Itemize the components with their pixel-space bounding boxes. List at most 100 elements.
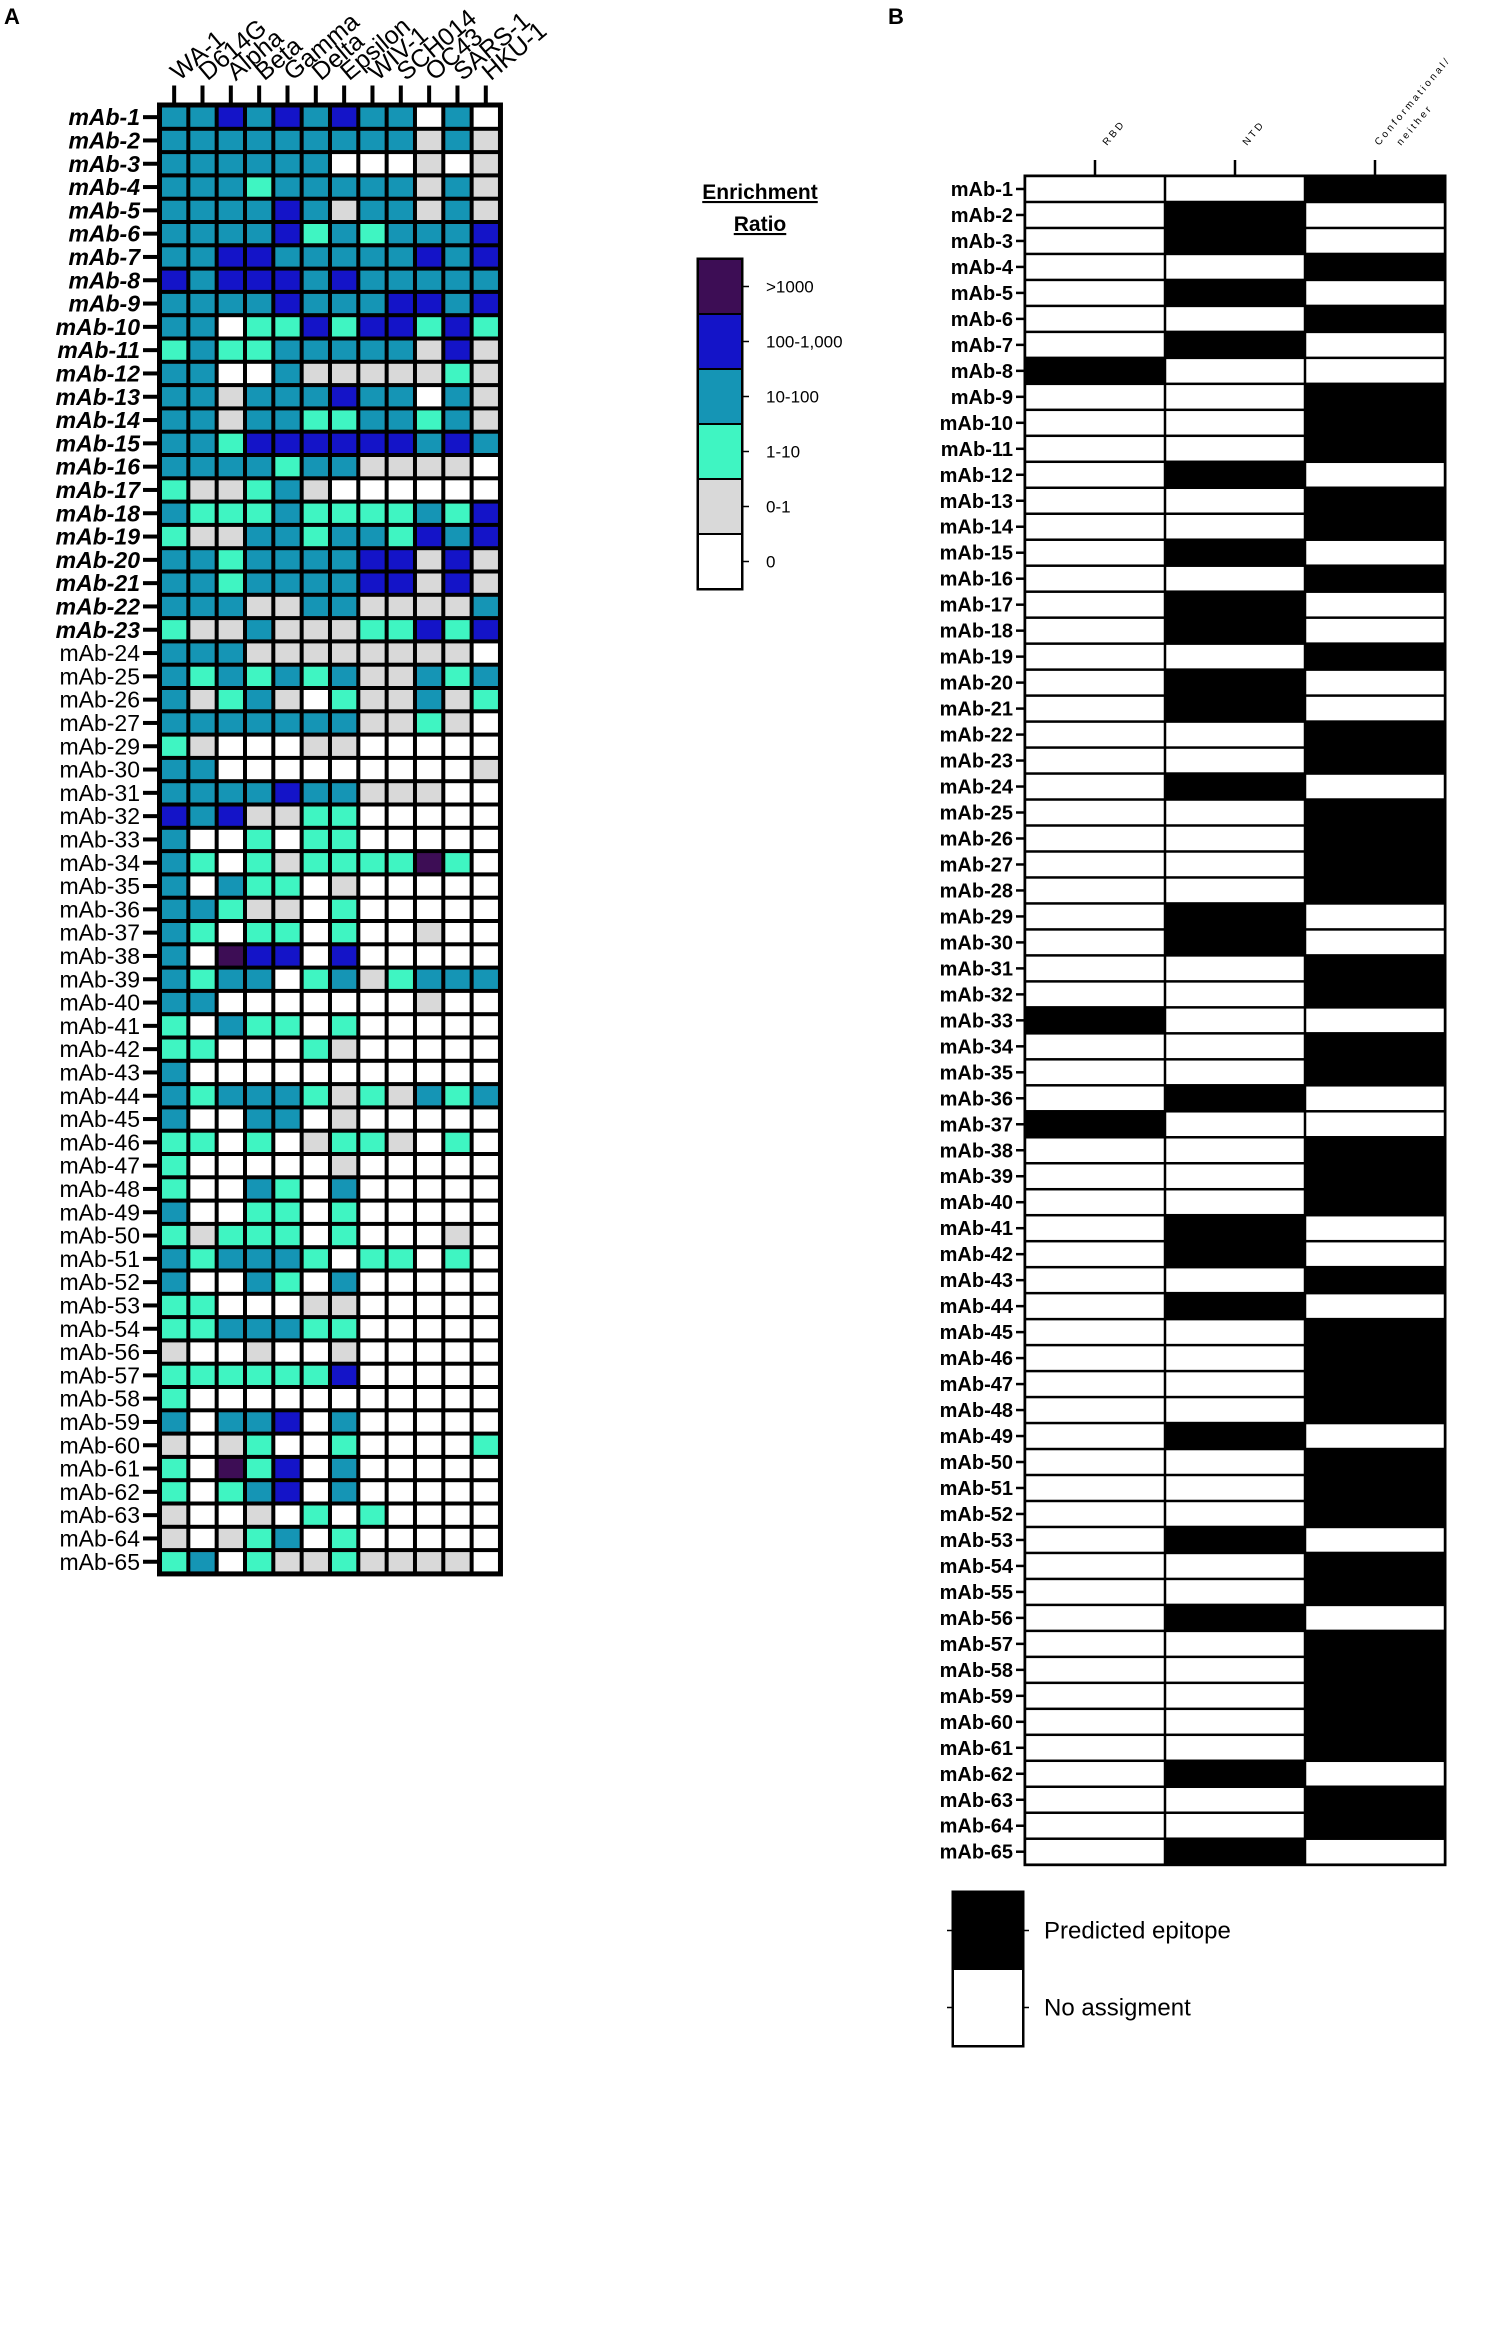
heatmap-a-cell xyxy=(445,293,470,314)
heatmap-a-cell xyxy=(162,759,187,780)
heatmap-b-cell xyxy=(1166,1528,1304,1552)
heatmap-a-cell xyxy=(303,410,328,430)
heatmap-b-cell xyxy=(1166,826,1304,851)
heatmap-a-cell xyxy=(473,946,498,966)
heatmap-a-cell xyxy=(416,1225,442,1246)
heatmap-a-cell xyxy=(246,969,272,989)
heatmap-b-cell xyxy=(1166,1346,1304,1370)
heatmap-b-cell xyxy=(1306,1450,1444,1474)
heatmap-b-cell xyxy=(1026,1190,1164,1214)
heatmap-a-cell xyxy=(162,1482,187,1502)
heatmap-a-cell xyxy=(416,1249,442,1269)
heatmap-a-cell xyxy=(445,1412,470,1432)
heatmap-a-cell xyxy=(275,1342,300,1362)
heatmap-a-cell xyxy=(246,526,272,547)
heatmap-a-cell xyxy=(246,1039,272,1059)
heatmap-a-cell xyxy=(416,1482,442,1502)
heatmap-a-cell xyxy=(190,107,215,127)
heatmap-a-cell xyxy=(445,1552,470,1572)
heatmap-a-cell xyxy=(445,200,470,220)
row-label: mAb-22 xyxy=(940,725,1013,747)
heatmap-a-cell xyxy=(445,853,470,873)
heatmap-a-cell xyxy=(303,969,328,989)
heatmap-a-cell xyxy=(190,340,215,360)
heatmap-a-cell xyxy=(416,946,442,966)
row-label: mAb-12 xyxy=(940,465,1013,487)
heatmap-b-cell xyxy=(1306,1476,1444,1500)
heatmap-b-cell xyxy=(1306,281,1444,305)
legend-label: 0 xyxy=(766,553,775,572)
heatmap-a-cell xyxy=(331,806,357,826)
heatmap-a-cell xyxy=(388,1482,413,1502)
heatmap-a-cell xyxy=(445,107,470,127)
heatmap-a-cell xyxy=(246,736,272,756)
heatmap-a-cell xyxy=(275,573,300,593)
heatmap-b-cell xyxy=(1026,1138,1164,1162)
heatmap-a-cell xyxy=(162,154,187,174)
row-label: mAb-59 xyxy=(940,1686,1013,1708)
panel-a-label: A xyxy=(4,4,20,29)
heatmap-a-cell xyxy=(218,806,243,826)
heatmap-b-cell xyxy=(1166,670,1304,695)
heatmap-a-cell xyxy=(190,480,215,500)
heatmap-a-cell xyxy=(246,666,272,686)
row-label: mAb-30 xyxy=(59,757,140,783)
heatmap-a-cell xyxy=(360,969,385,989)
heatmap-a-cell xyxy=(360,666,385,686)
heatmap-a-cell xyxy=(473,1109,498,1129)
heatmap-a-cell xyxy=(331,433,357,453)
heatmap-b-cell xyxy=(1166,1268,1304,1292)
heatmap-a-cell xyxy=(246,1179,272,1199)
heatmap-a-cell xyxy=(388,1272,413,1292)
heatmap-a-cell xyxy=(246,643,272,663)
heatmap-a-cell xyxy=(162,1528,187,1549)
heatmap-a-cell xyxy=(162,620,187,640)
row-label: mAb-47 xyxy=(940,1374,1013,1396)
heatmap-a-cell xyxy=(445,1319,470,1339)
heatmap-b-cell xyxy=(1026,1476,1164,1500)
heatmap-a-cell xyxy=(473,992,498,1013)
heatmap-a-cell xyxy=(360,899,385,919)
heatmap-a-cell xyxy=(445,1272,470,1292)
heatmap-a-cell xyxy=(246,1249,272,1269)
heatmap-a-cell xyxy=(473,806,498,826)
heatmap-a-cell xyxy=(473,573,498,593)
heatmap-a-cell xyxy=(246,410,272,430)
heatmap-a-cell xyxy=(388,969,413,989)
heatmap-a-cell xyxy=(190,224,215,244)
row-label: mAb-26 xyxy=(59,687,140,713)
heatmap-a-cell xyxy=(303,783,328,803)
heatmap-a-cell xyxy=(303,387,328,407)
heatmap-a-cell xyxy=(275,1505,300,1525)
heatmap-a-cell xyxy=(190,1062,215,1083)
row-label: mAb-53 xyxy=(940,1530,1013,1552)
heatmap-a-cell xyxy=(246,992,272,1013)
heatmap-a-cell xyxy=(190,946,215,966)
heatmap-a-cell xyxy=(275,1086,300,1106)
heatmap-a-cell xyxy=(275,107,300,127)
heatmap-a-cell xyxy=(473,387,498,407)
row-label: mAb-26 xyxy=(940,828,1013,850)
heatmap-a-cell xyxy=(360,1225,385,1246)
heatmap-a-cell xyxy=(190,1319,215,1339)
heatmap-a-cell xyxy=(360,876,385,896)
heatmap-a-cell xyxy=(275,317,300,337)
heatmap-a-cell xyxy=(218,177,243,197)
heatmap-a-cell xyxy=(246,806,272,826)
heatmap-b-cell xyxy=(1026,281,1164,305)
heatmap-a-cell xyxy=(360,154,385,174)
heatmap-a-cell xyxy=(388,177,413,197)
heatmap-a-cell xyxy=(360,1295,385,1316)
heatmap-b-cell xyxy=(1306,203,1444,227)
heatmap-a-cell xyxy=(218,107,243,127)
heatmap-a-cell xyxy=(162,1458,187,1479)
heatmap-b-cell xyxy=(1166,1242,1304,1266)
heatmap-a-cell xyxy=(473,690,498,710)
heatmap-b-cell xyxy=(1306,1320,1444,1344)
heatmap-a-cell xyxy=(246,1132,272,1152)
heatmap-a-cell xyxy=(416,1505,442,1525)
heatmap-b-cell xyxy=(1026,437,1164,461)
heatmap-a-cell xyxy=(360,224,385,244)
heatmap-a-cell xyxy=(275,1295,300,1316)
heatmap-a-cell xyxy=(162,1202,187,1222)
